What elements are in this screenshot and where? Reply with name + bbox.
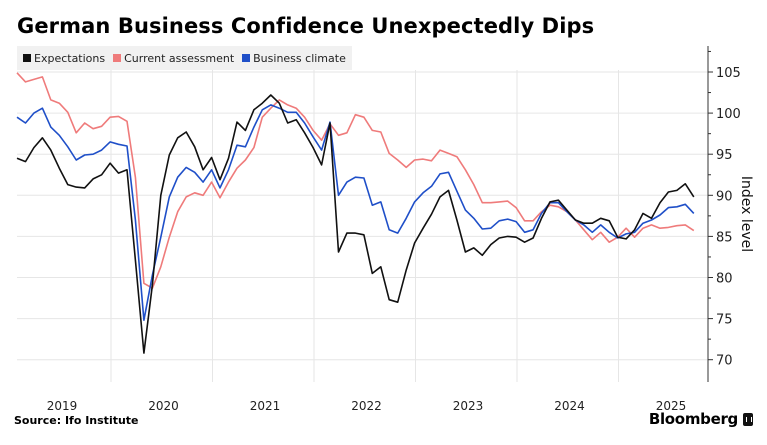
- x-tick-label: 2021: [250, 399, 281, 413]
- x-tick-label: 2020: [148, 399, 179, 413]
- y-tick-label: 80: [716, 272, 733, 287]
- y-tick-label: 95: [716, 148, 733, 163]
- y-tick-label: 85: [716, 230, 733, 245]
- x-tick-label: 2022: [351, 399, 382, 413]
- y-tick-label: 75: [716, 313, 733, 328]
- legend-label-business-climate: Business climate: [253, 51, 346, 65]
- y-axis: 70 75 80 85 90 95 100 105: [707, 46, 741, 382]
- legend-label-expectations: Expectations: [34, 51, 106, 65]
- legend-swatch-current-assessment: [113, 54, 122, 62]
- source-note: Source: Ifo Institute: [14, 414, 139, 427]
- brand-name: Bloomberg: [648, 410, 738, 428]
- x-tick-label: 2023: [453, 399, 484, 413]
- legend: Expectations Current assessment Business…: [17, 46, 352, 70]
- x-tick-label: 2025: [656, 399, 687, 413]
- x-tick-label: 2024: [554, 399, 585, 413]
- series-lines: [16, 72, 695, 354]
- y-tick-label: 90: [716, 189, 733, 204]
- series-line-current-assessment: [16, 72, 695, 290]
- x-axis: 2019 2020 2021 2022 2023 2024 2025: [47, 399, 687, 413]
- y-tick-label: 105: [716, 66, 741, 81]
- legend-item-business-climate: Business climate: [242, 52, 346, 65]
- y-tick-label: 100: [716, 107, 741, 122]
- y-tick-label: 70: [716, 354, 733, 369]
- series-line-expectations: [16, 94, 695, 354]
- bloomberg-terminal-icon: [743, 412, 753, 426]
- x-tick-label: 2019: [47, 399, 78, 413]
- gridlines: [17, 70, 708, 382]
- legend-item-current-assessment: Current assessment: [113, 52, 234, 65]
- series-line-business-climate: [16, 104, 695, 322]
- legend-swatch-expectations: [23, 54, 31, 62]
- y-axis-label: Index level: [738, 176, 754, 252]
- legend-swatch-business-climate: [242, 54, 251, 62]
- chart-title: German Business Confidence Unexpectedly …: [17, 14, 595, 38]
- bloomberg-logo: Bloomberg: [649, 410, 753, 428]
- legend-item-expectations: Expectations: [23, 52, 105, 65]
- legend-label-current-assessment: Current assessment: [124, 51, 235, 65]
